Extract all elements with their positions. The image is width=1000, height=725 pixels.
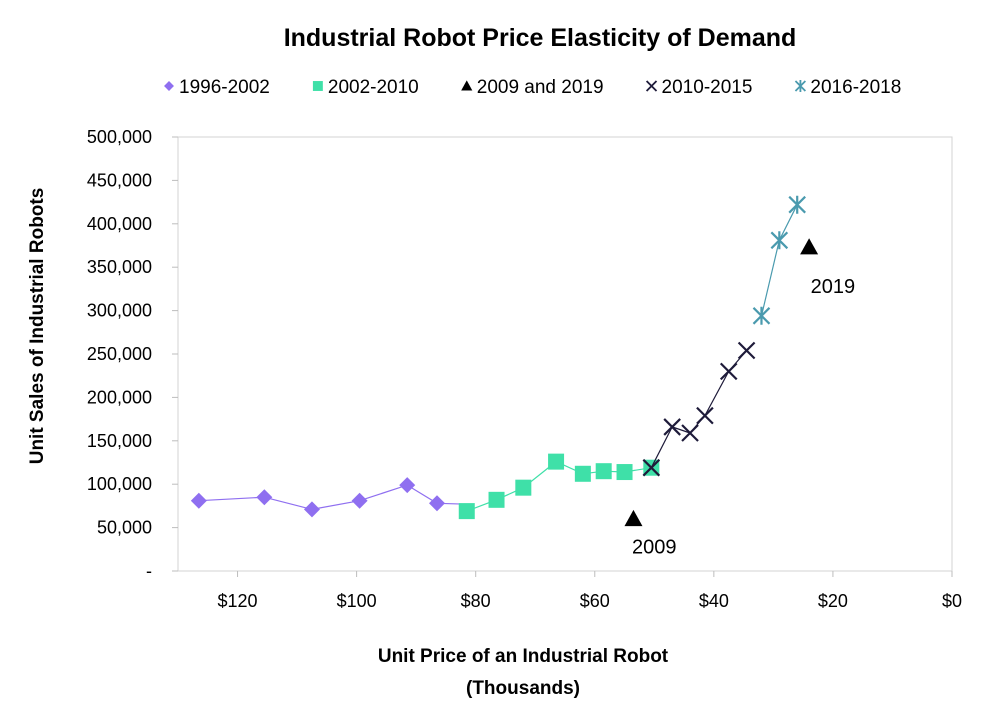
series-line xyxy=(198,484,467,511)
data-point xyxy=(428,495,445,512)
data-point xyxy=(696,406,714,425)
x-tick-label: $120 xyxy=(218,591,258,611)
y-tick-label: 450,000 xyxy=(87,170,152,190)
data-point xyxy=(624,509,643,527)
x-tick-label: $60 xyxy=(580,591,610,611)
y-tick-label: 100,000 xyxy=(87,474,152,494)
data-point xyxy=(303,501,320,518)
y-tick-label: 350,000 xyxy=(87,257,152,277)
legend-item: 2010-2015 xyxy=(645,77,753,98)
series-layer xyxy=(190,195,819,527)
y-tick-label: 50,000 xyxy=(97,518,152,538)
series-2009 and 2019 xyxy=(624,238,819,527)
series-2010-2015 xyxy=(642,341,756,477)
data-point xyxy=(458,503,475,520)
legend-label: 2016-2018 xyxy=(810,77,901,98)
legend-item: 2002-2010 xyxy=(312,77,419,98)
annotation-label: 2019 xyxy=(811,276,856,298)
y-axis-title: Unit Sales of Industrial Robots xyxy=(27,188,48,465)
legend-marker xyxy=(794,80,807,92)
x-axis-subtitle: (Thousands) xyxy=(466,678,580,699)
y-tick-label: 500,000 xyxy=(87,127,152,147)
x-tick-label: $80 xyxy=(461,591,491,611)
series-2016-2018 xyxy=(752,195,806,325)
data-point xyxy=(548,453,565,470)
legend-item: 2009 and 2019 xyxy=(461,77,604,98)
legend-label: 2010-2015 xyxy=(662,77,753,98)
legend-item: 1996-2002 xyxy=(164,77,270,98)
x-tick-label: $0 xyxy=(942,591,962,611)
data-point xyxy=(752,306,771,325)
data-point xyxy=(788,195,806,214)
y-axis: - 50,000 100,000 150,000 200,000 250,000 300,0… xyxy=(87,127,178,581)
y-tick-label: 300,000 xyxy=(87,301,152,321)
legend-marker xyxy=(461,80,473,91)
data-point xyxy=(642,458,661,477)
x-tick-label: $20 xyxy=(818,591,848,611)
data-point xyxy=(595,463,612,480)
y-tick-label: 250,000 xyxy=(87,344,152,364)
data-point xyxy=(800,238,819,255)
data-point xyxy=(681,424,699,442)
data-point xyxy=(515,479,532,496)
data-point xyxy=(663,418,681,436)
data-point xyxy=(737,341,756,360)
annotations: 2009 2019 xyxy=(632,276,855,558)
data-point xyxy=(351,492,368,509)
x-axis: $120 $100 $80 $60 $40 $20 $0 xyxy=(218,571,962,611)
data-point xyxy=(770,231,789,250)
legend-item: 2016-2018 xyxy=(794,77,901,98)
plot-area xyxy=(177,136,953,572)
legend-marker xyxy=(645,80,658,92)
x-tick-label: $40 xyxy=(699,591,729,611)
y-tick-label: - xyxy=(146,561,152,581)
y-tick-label: 400,000 xyxy=(87,214,152,234)
series-1996-2002 xyxy=(190,477,467,518)
x-axis-title: Unit Price of an Industrial Robot xyxy=(378,646,669,667)
legend-marker xyxy=(164,81,174,91)
data-point xyxy=(399,477,416,494)
series-2002-2010 xyxy=(458,453,660,520)
annotation-label: 2009 xyxy=(632,537,677,559)
legend-label: 2002-2010 xyxy=(328,77,419,98)
data-point xyxy=(574,465,591,482)
data-point xyxy=(256,489,273,506)
series-line xyxy=(760,204,798,316)
legend: 1996-2002 2002-2010 2009 and 2019 2010-2015… xyxy=(164,77,901,98)
data-point xyxy=(190,492,207,509)
y-tick-label: 200,000 xyxy=(87,387,152,407)
data-point xyxy=(488,491,505,508)
legend-label: 2009 and 2019 xyxy=(477,77,604,98)
legend-label: 1996-2002 xyxy=(179,77,270,98)
chart-title: Industrial Robot Price Elasticity of Dem… xyxy=(284,24,797,52)
legend-marker xyxy=(312,81,323,91)
data-point xyxy=(719,362,738,381)
data-point xyxy=(616,464,633,481)
y-tick-label: 150,000 xyxy=(87,431,152,451)
x-tick-label: $100 xyxy=(337,591,377,611)
